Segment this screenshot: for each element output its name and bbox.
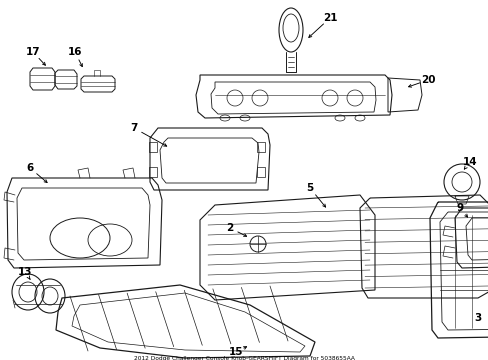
Text: 15: 15 bbox=[228, 347, 243, 357]
Text: 7: 7 bbox=[130, 123, 138, 133]
Bar bbox=[149, 167, 157, 177]
Bar bbox=[257, 142, 264, 152]
Text: 17: 17 bbox=[26, 47, 40, 57]
Text: 2: 2 bbox=[226, 223, 233, 233]
Text: 6: 6 bbox=[26, 163, 34, 173]
Text: 2012 Dodge Challenger Console Knob-GEARSHIFT Diagram for 5038655AA: 2012 Dodge Challenger Console Knob-GEARS… bbox=[133, 356, 354, 360]
Text: 14: 14 bbox=[462, 157, 476, 167]
Text: 20: 20 bbox=[420, 75, 434, 85]
Bar bbox=[149, 142, 157, 152]
Text: 16: 16 bbox=[68, 47, 82, 57]
Text: 5: 5 bbox=[306, 183, 313, 193]
Text: 9: 9 bbox=[455, 203, 463, 213]
Text: 3: 3 bbox=[473, 313, 481, 323]
Text: 13: 13 bbox=[18, 267, 32, 277]
Text: 21: 21 bbox=[322, 13, 337, 23]
Bar bbox=[257, 167, 264, 177]
